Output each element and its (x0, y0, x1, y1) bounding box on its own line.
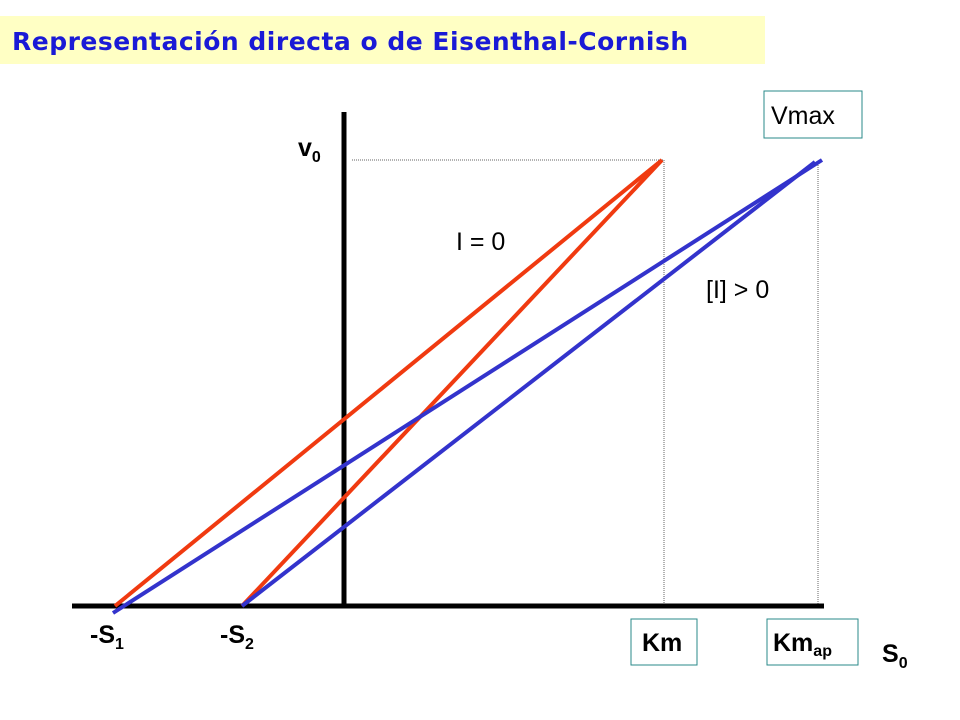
red-line-s1 (113, 158, 664, 608)
v0-base: v (298, 134, 312, 162)
km-label: Km (642, 629, 682, 657)
title-background (0, 16, 765, 64)
kmap-label: Kmap (773, 629, 832, 660)
s0-axis-label: S0 (882, 640, 908, 672)
kmap-box (766, 618, 859, 666)
v0-axis-label: v0 (298, 134, 321, 166)
minus-s2-base: -S (220, 621, 245, 649)
kmap-subscript: ap (813, 643, 832, 660)
s0-base: S (882, 640, 899, 668)
i-positive-label: [I] > 0 (706, 276, 769, 304)
page-title: Representación directa o de Eisenthal-Co… (12, 27, 689, 56)
vmax-label: Vmax (771, 102, 835, 130)
minus-s1-subscript: 1 (115, 636, 124, 653)
vmax-box (763, 90, 863, 139)
blue-line-s2 (240, 160, 817, 608)
red-line-s2 (240, 158, 664, 608)
minus-s1-base: -S (90, 621, 115, 649)
i-zero-label: I = 0 (456, 228, 505, 256)
kmap-base: Km (773, 629, 813, 657)
minus-s2-subscript: 2 (245, 636, 254, 653)
km-box (630, 618, 698, 666)
s0-subscript: 0 (899, 655, 908, 672)
blue-line-s1 (111, 158, 824, 615)
minus-s1-label: -S1 (90, 621, 124, 653)
v0-subscript: 0 (312, 149, 321, 166)
minus-s2-label: -S2 (220, 621, 254, 653)
